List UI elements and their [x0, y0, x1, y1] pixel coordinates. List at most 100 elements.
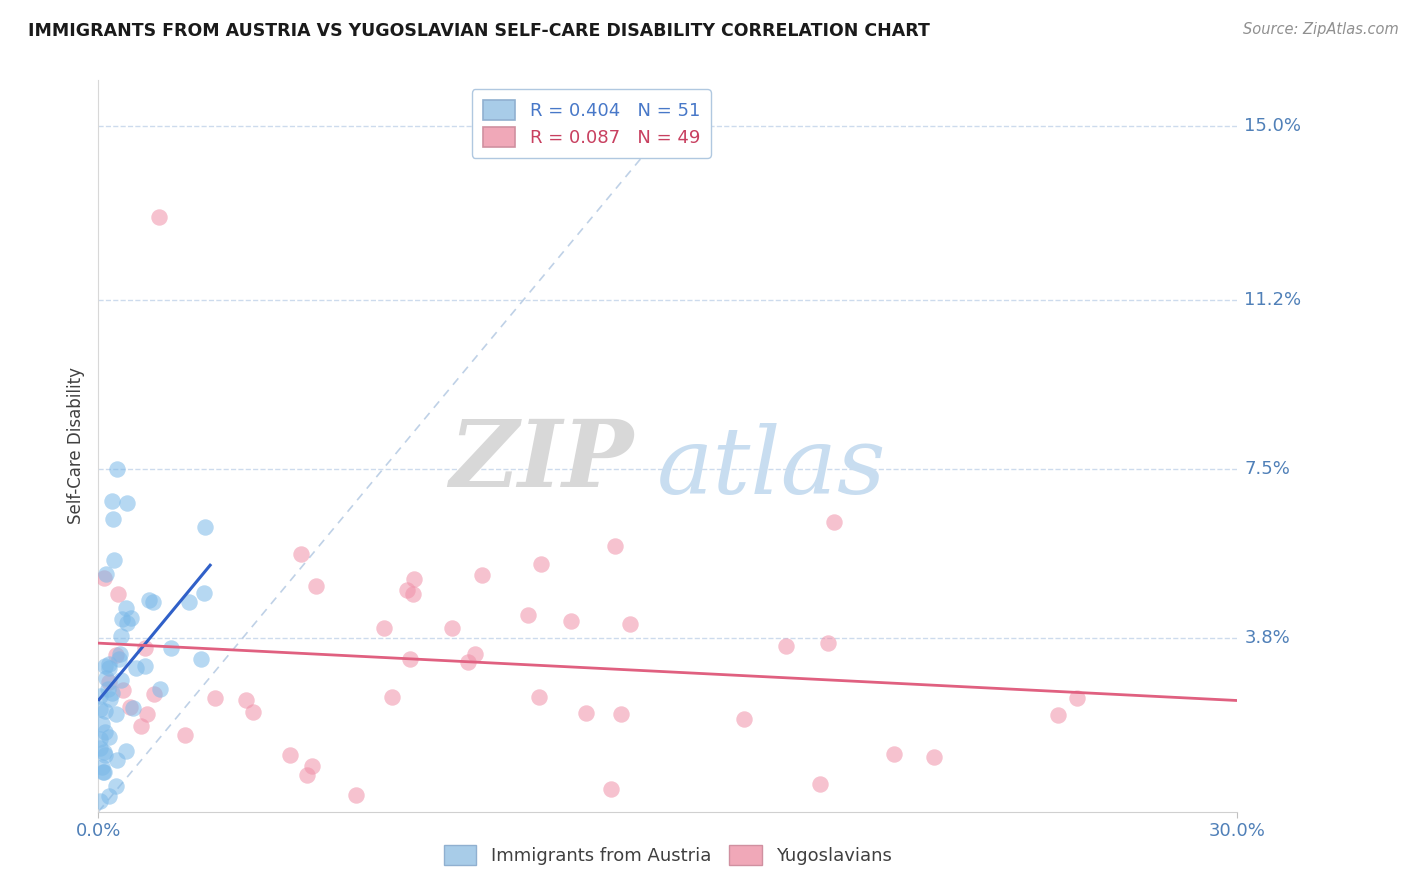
Point: [115, 616, 138, 631]
Point: [808, 777, 831, 791]
Point: [110, 630, 132, 644]
Text: Source: ZipAtlas.com: Source: ZipAtlas.com: [1243, 22, 1399, 37]
Point: [98, 657, 121, 671]
Point: [93, 764, 115, 779]
Point: [457, 655, 479, 669]
Point: [1046, 707, 1069, 722]
Point: [517, 607, 540, 622]
Point: [89, 794, 111, 808]
Point: [529, 557, 551, 571]
Point: [883, 747, 905, 761]
Point: [290, 547, 312, 561]
Point: [91, 765, 114, 780]
Point: [242, 705, 264, 719]
Point: [305, 579, 328, 593]
Point: [90, 717, 112, 731]
Point: [129, 719, 152, 733]
Point: [575, 706, 598, 720]
Point: [110, 647, 132, 661]
Point: [817, 636, 839, 650]
Point: [402, 587, 425, 601]
Point: [135, 707, 157, 722]
Point: [98, 789, 121, 804]
Point: [529, 690, 551, 704]
Point: [93, 704, 115, 718]
Point: [148, 682, 170, 697]
Point: [373, 621, 395, 635]
Point: [173, 728, 195, 742]
Point: [603, 540, 626, 554]
Point: [278, 747, 301, 762]
Text: 3.8%: 3.8%: [1244, 629, 1291, 647]
Point: [193, 586, 215, 600]
Point: [114, 601, 136, 615]
Point: [471, 568, 494, 582]
Point: [122, 701, 145, 715]
Point: [395, 582, 418, 597]
Point: [96, 681, 118, 696]
Point: [108, 651, 131, 665]
Point: [107, 587, 129, 601]
Point: [98, 692, 121, 706]
Text: 11.2%: 11.2%: [1244, 291, 1302, 309]
Text: IMMIGRANTS FROM AUSTRIA VS YUGOSLAVIAN SELF-CARE DISABILITY CORRELATION CHART: IMMIGRANTS FROM AUSTRIA VS YUGOSLAVIAN S…: [28, 22, 929, 40]
Point: [94, 567, 117, 582]
Point: [600, 781, 623, 796]
Point: [138, 592, 160, 607]
Point: [110, 673, 132, 687]
Point: [142, 595, 165, 609]
Point: [115, 744, 138, 758]
Point: [104, 707, 127, 722]
Point: [301, 759, 323, 773]
Point: [1066, 690, 1088, 705]
Point: [125, 661, 148, 675]
Text: ZIP: ZIP: [450, 416, 634, 506]
Point: [89, 741, 111, 756]
Point: [190, 652, 212, 666]
Point: [100, 494, 122, 508]
Point: [89, 689, 111, 703]
Point: [97, 661, 120, 675]
Point: [89, 732, 111, 747]
Point: [107, 462, 129, 476]
Point: [160, 640, 183, 655]
Text: 15.0%: 15.0%: [1244, 117, 1302, 135]
Point: [120, 611, 142, 625]
Point: [94, 659, 117, 673]
Point: [93, 571, 115, 585]
Point: [560, 614, 582, 628]
Point: [105, 753, 128, 767]
Y-axis label: Self-Care Disability: Self-Care Disability: [67, 368, 86, 524]
Legend: Immigrants from Austria, Yugoslavians: Immigrants from Austria, Yugoslavians: [436, 838, 900, 872]
Point: [103, 553, 125, 567]
Point: [112, 683, 135, 698]
Point: [120, 700, 142, 714]
Point: [610, 706, 633, 721]
Point: [464, 647, 486, 661]
Point: [89, 702, 111, 716]
Point: [381, 690, 404, 704]
Point: [93, 725, 115, 739]
Point: [104, 648, 127, 662]
Point: [115, 496, 138, 510]
Point: [142, 687, 165, 701]
Point: [235, 693, 257, 707]
Point: [194, 520, 217, 534]
Point: [94, 671, 117, 685]
Point: [440, 621, 463, 635]
Point: [101, 686, 124, 700]
Point: [97, 730, 120, 744]
Point: [97, 674, 120, 689]
Point: [733, 712, 755, 726]
Point: [91, 760, 114, 774]
Point: [922, 749, 945, 764]
Point: [775, 640, 797, 654]
Text: atlas: atlas: [657, 423, 886, 513]
Point: [148, 211, 170, 225]
Point: [297, 768, 319, 782]
Point: [134, 640, 156, 655]
Point: [93, 747, 115, 762]
Point: [134, 659, 156, 673]
Point: [105, 779, 128, 793]
Point: [823, 515, 845, 529]
